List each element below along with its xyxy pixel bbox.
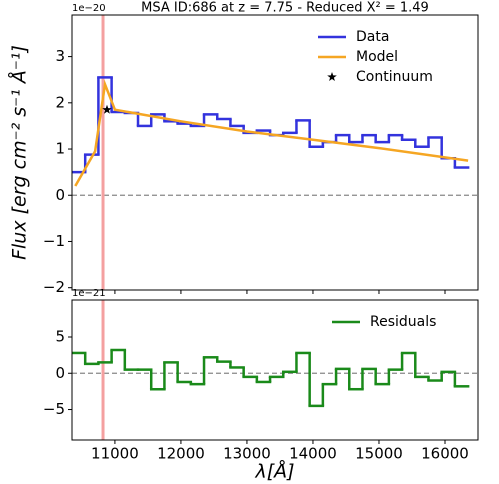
model-line (74, 79, 469, 187)
legend-label: Continuum (356, 69, 433, 85)
y-tick-label: 5 (55, 327, 65, 345)
y-tick-label: 2 (55, 93, 65, 111)
legend-label: Residuals (370, 314, 436, 330)
legend-label: Model (356, 49, 398, 65)
y-tick-label: −5 (43, 400, 65, 418)
y-tick-label: 3 (55, 47, 65, 65)
x-tick-label: 13000 (223, 445, 271, 463)
x-axis-label: λ[Å] (254, 460, 294, 483)
y-axis-label: Flux [erg cm⁻² s⁻¹ Å⁻¹] (8, 45, 31, 260)
legend-label: Data (356, 29, 389, 45)
offset-label: 1e−20 (72, 3, 106, 14)
axes-frame (71, 14, 479, 291)
marker (102, 104, 112, 114)
x-tick-label: 16000 (421, 445, 469, 463)
legend-marker (327, 72, 337, 81)
x-tick-label: 15000 (355, 445, 403, 463)
chart-title: MSA ID:686 at z = 7.75 - Reduced Χ² = 1.… (141, 1, 429, 16)
x-tick-label: 14000 (289, 445, 337, 463)
y-tick-label: 0 (55, 186, 65, 204)
x-tick-label: 11000 (91, 445, 139, 463)
axes-frame (71, 299, 479, 441)
y-tick-label: −2 (43, 278, 65, 296)
y-tick-label: 1 (55, 140, 65, 158)
y-tick-label: 0 (55, 364, 65, 382)
y-tick-label: −1 (43, 232, 65, 250)
x-tick-label: 12000 (157, 445, 205, 463)
offset-label: 1e−21 (72, 288, 106, 299)
